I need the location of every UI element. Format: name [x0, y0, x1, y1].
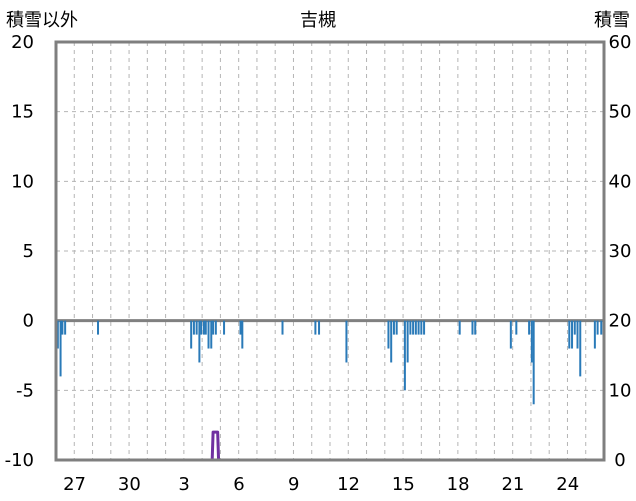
precip-bar [97, 320, 100, 335]
right-y-tick-label: 60 [609, 32, 632, 53]
left-y-tick-label: -10 [5, 450, 34, 471]
precip-bar [412, 320, 415, 335]
x-tick-label: 21 [501, 474, 524, 495]
left-axis-label: 積雪以外 [6, 10, 78, 31]
precip-bar [579, 320, 582, 377]
precip-bar [61, 320, 64, 335]
x-tick-label: 3 [178, 474, 189, 495]
precip-bar [423, 320, 426, 335]
precip-bar [390, 320, 393, 363]
precip-bar [530, 320, 533, 363]
x-tick-label: 12 [337, 474, 360, 495]
right-y-tick-label: 10 [609, 380, 632, 401]
chart-title: 吉槻 [300, 10, 336, 31]
precip-bar [568, 320, 571, 349]
left-y-tick-label: 5 [23, 241, 34, 262]
precip-bar [593, 320, 596, 349]
precip-bar [420, 320, 423, 335]
left-y-tick-label: -5 [16, 380, 34, 401]
precip-bar [195, 320, 198, 335]
left-y-tick-label: 20 [11, 32, 34, 53]
right-y-tick-label: 30 [609, 241, 632, 262]
x-tick-label: 27 [63, 474, 86, 495]
right-y-tick-label: 0 [614, 450, 625, 471]
precip-bar [190, 320, 193, 349]
precip-bar [458, 320, 461, 335]
precip-bar [532, 320, 535, 405]
plot-border [54, 40, 606, 462]
precip-bar [600, 320, 603, 335]
precip-bar [387, 320, 390, 349]
left-y-tick-label: 10 [11, 171, 34, 192]
precip-bar [528, 320, 531, 335]
precip-bar [212, 320, 215, 335]
precip-bar [210, 320, 213, 349]
precip-bar [515, 320, 518, 335]
right-y-tick-label: 40 [609, 171, 632, 192]
precip-bar [471, 320, 474, 335]
precip-bar [59, 320, 62, 377]
precip-bar [318, 320, 321, 335]
precip-bar [409, 320, 412, 335]
precip-bar [314, 320, 317, 335]
left-y-tick-label: 15 [11, 102, 34, 123]
plot-area: -10 -5 0 5 10 15 20 0 10 20 30 40 50 60 27 30 3 6 9 12 15 18 2… [5, 32, 632, 495]
precip-bar [223, 320, 226, 335]
precip-bar [509, 320, 512, 349]
precip-bar [239, 320, 242, 335]
precip-bar [214, 320, 217, 335]
precip-bar [207, 320, 210, 349]
x-tick-label: 18 [447, 474, 470, 495]
precip-bar [241, 320, 244, 349]
precip-bar [417, 320, 420, 335]
precip-bar [281, 320, 284, 335]
precip-bar [576, 320, 579, 349]
precip-bar [596, 320, 599, 335]
left-y-tick-label: 0 [23, 311, 34, 332]
precip-bar [414, 320, 417, 335]
precip-bar [571, 320, 574, 349]
x-tick-label: 6 [233, 474, 244, 495]
precip-bar [64, 320, 67, 335]
precip-bar [192, 320, 195, 335]
right-axis-label: 積雪 [594, 10, 630, 31]
x-tick-label: 15 [392, 474, 415, 495]
precip-bar [395, 320, 398, 335]
right-y-tick-label: 50 [609, 102, 632, 123]
precip-bar [56, 320, 59, 349]
precip-bar [204, 320, 207, 335]
precip-bar [474, 320, 477, 335]
precip-bar [200, 320, 203, 335]
precip-bar [392, 320, 395, 335]
x-tick-label: 30 [118, 474, 141, 495]
precip-bar [202, 320, 205, 335]
x-tick-label: 24 [556, 474, 579, 495]
precip-bar [406, 320, 409, 363]
x-tick-label: 9 [288, 474, 299, 495]
precip-bar [573, 320, 576, 335]
precip-bar [345, 320, 348, 363]
precip-bar [198, 320, 201, 363]
precip-bar [403, 320, 406, 391]
right-y-tick-label: 20 [609, 311, 632, 332]
